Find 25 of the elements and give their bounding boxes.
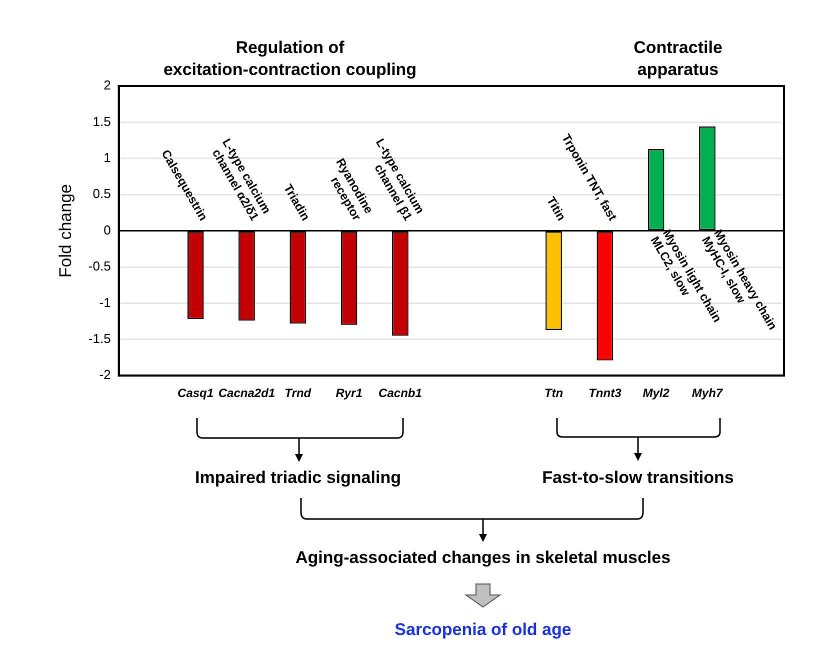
- text: Impaired triadic signaling: [195, 467, 401, 489]
- y-tick-label: 0: [104, 222, 111, 238]
- y-tick-label: 1.5: [92, 114, 111, 129]
- y-tick-label: 2: [104, 78, 111, 93]
- y-tick-label: -1: [99, 294, 111, 310]
- text: Contractile apparatus: [634, 37, 722, 81]
- x-tick-label: Ttn: [544, 386, 564, 400]
- y-tick-label: 0.5: [92, 186, 111, 202]
- y-tick-label: -0.5: [88, 258, 111, 274]
- x-tick-label: Trnd: [284, 386, 312, 400]
- y-axis-title: Fold change: [56, 184, 75, 278]
- x-tick-label: Cacna2d1: [218, 386, 276, 400]
- y-tick-label: -2: [99, 367, 111, 382]
- y-tick-label: -1.5: [88, 330, 111, 346]
- x-tick-label: Myl2: [642, 386, 670, 400]
- text: Sarcopenia of old age: [394, 619, 572, 641]
- text: Aging-associated changes in skeletal muscles: [295, 547, 671, 569]
- x-tick-label: Tnnt3: [588, 386, 622, 400]
- y-tick-label: 1: [104, 150, 111, 165]
- x-tick-label: Myh7: [692, 386, 724, 400]
- text: Fast-to-slow transitions: [542, 467, 734, 489]
- x-tick-label: Ryr1: [336, 386, 363, 400]
- x-tick-label: Cacnb1: [378, 386, 422, 400]
- text: Regulation of excitation-contraction coupling: [163, 37, 417, 81]
- x-tick-label: Casq1: [178, 386, 214, 400]
